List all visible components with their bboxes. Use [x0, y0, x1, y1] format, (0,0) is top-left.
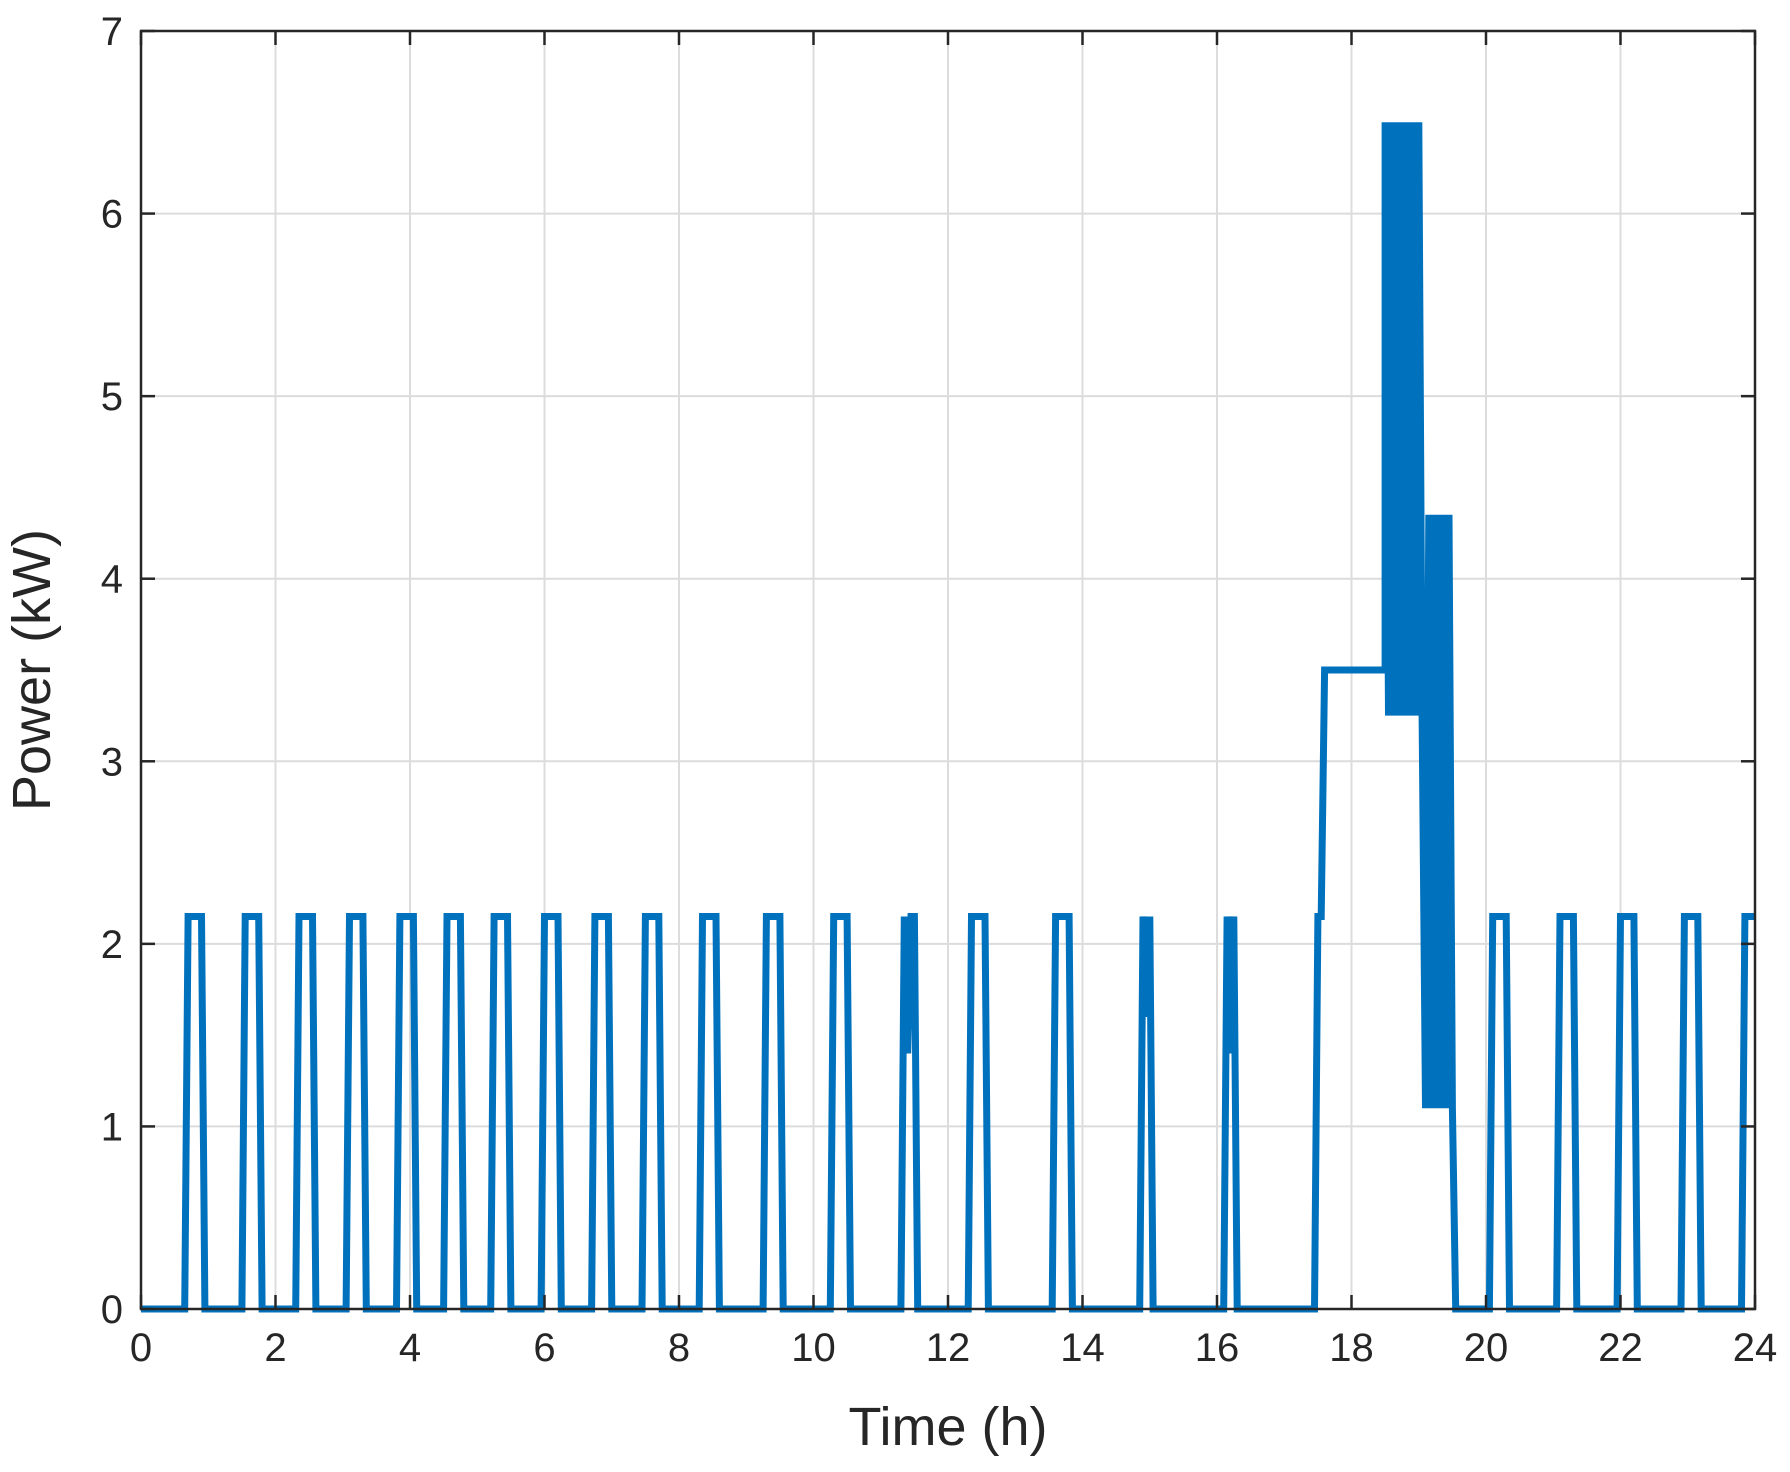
y-tick-labels: 0 1 2 3 4 5 6 7 [101, 10, 123, 1332]
y-tick-label: 1 [101, 1105, 123, 1149]
x-tick-label: 0 [130, 1326, 152, 1370]
x-tick-label: 2 [264, 1326, 286, 1370]
x-tick-label: 12 [926, 1326, 971, 1370]
x-tick-label: 10 [791, 1326, 836, 1370]
x-tick-label: 20 [1464, 1326, 1509, 1370]
y-tick-label: 6 [101, 193, 123, 237]
y-tick-label: 0 [101, 1288, 123, 1332]
x-tick-label: 16 [1195, 1326, 1240, 1370]
y-tick-label: 2 [101, 923, 123, 967]
x-tick-label: 22 [1598, 1326, 1643, 1370]
x-tick-label: 24 [1733, 1326, 1778, 1370]
x-tick-label: 6 [533, 1326, 555, 1370]
y-tick-label: 3 [101, 740, 123, 784]
y-tick-label: 4 [101, 558, 123, 602]
tick-marks [139, 29, 1757, 1311]
x-tick-labels: 0 2 4 6 8 10 12 14 16 18 20 22 24 [130, 1326, 1777, 1370]
y-tick-label: 5 [101, 375, 123, 419]
x-tick-label: 18 [1329, 1326, 1374, 1370]
x-axis-title: Time (h) [849, 1397, 1048, 1457]
x-tick-label: 14 [1060, 1326, 1105, 1370]
y-axis-title: Power (kW) [2, 529, 62, 811]
y-tick-label: 7 [101, 10, 123, 54]
x-tick-label: 4 [399, 1326, 421, 1370]
x-tick-label: 8 [668, 1326, 690, 1370]
